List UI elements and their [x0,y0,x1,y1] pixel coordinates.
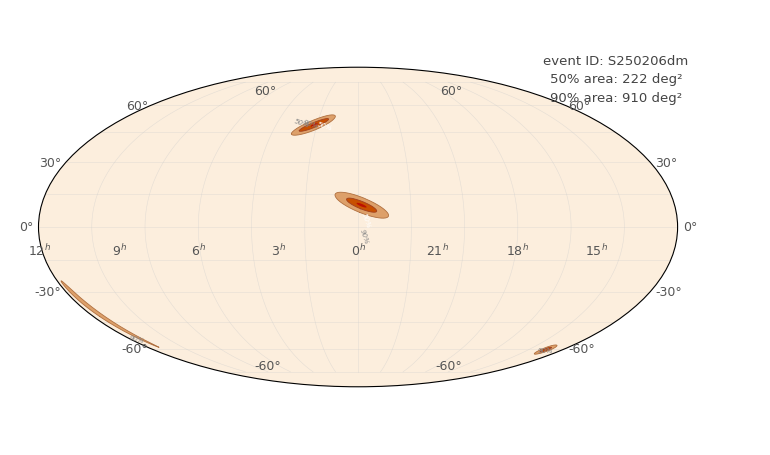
Text: 90%: 90% [359,228,370,245]
Text: -60°: -60° [568,343,595,355]
Text: event ID: S250206dm
50% area: 222 deg²
90% area: 910 deg²: event ID: S250206dm 50% area: 222 deg² 9… [544,55,688,105]
Polygon shape [310,124,318,127]
Polygon shape [335,193,389,219]
Text: 3$^h$: 3$^h$ [271,243,286,258]
Polygon shape [300,119,329,132]
Text: 18$^h$: 18$^h$ [506,243,528,258]
Text: 60°: 60° [254,85,276,98]
Text: -30°: -30° [35,285,61,298]
Text: 60°: 60° [440,85,462,98]
Text: 90%: 90% [129,334,146,343]
Text: 6$^h$: 6$^h$ [192,243,206,258]
Text: 12$^h$: 12$^h$ [28,243,52,258]
Text: 60°: 60° [568,100,591,112]
Polygon shape [540,348,551,352]
Text: 30°: 30° [655,157,678,170]
Text: 50%: 50% [361,212,371,228]
Polygon shape [61,281,159,348]
Text: 30°: 30° [38,157,61,170]
Text: 21$^h$: 21$^h$ [426,243,449,258]
Text: 60°: 60° [126,100,148,112]
Polygon shape [534,345,557,354]
Text: 90%: 90% [537,347,553,353]
Text: -60°: -60° [121,343,148,355]
Text: 15$^h$: 15$^h$ [585,243,608,258]
Text: 9$^h$: 9$^h$ [112,243,127,258]
Polygon shape [346,199,377,213]
Text: 0°: 0° [19,221,33,234]
Text: -60°: -60° [435,359,462,372]
Polygon shape [291,116,336,136]
Text: 90%: 90% [303,119,319,130]
Text: 0°: 0° [683,221,697,234]
Text: -30°: -30° [655,285,681,298]
Text: -60°: -60° [254,359,281,372]
Polygon shape [357,203,367,208]
Text: 0$^h$: 0$^h$ [350,243,366,258]
Text: 50%: 50% [293,118,310,129]
Text: 50%: 50% [316,121,333,132]
